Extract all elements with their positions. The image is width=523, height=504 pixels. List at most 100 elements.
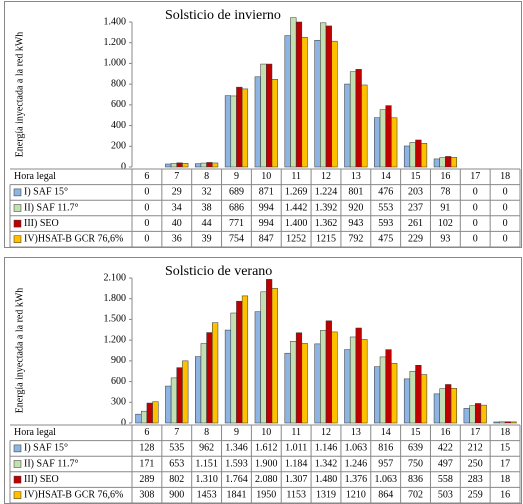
bar	[212, 322, 219, 424]
data-label: 91	[440, 202, 450, 213]
bar	[325, 320, 332, 424]
bar	[182, 163, 189, 168]
bar	[165, 385, 172, 424]
data-label: 44	[202, 218, 212, 229]
y-tick-label: 1.500	[104, 314, 127, 325]
data-label: 792	[348, 233, 363, 244]
data-label: 1.400	[285, 218, 308, 229]
data-label: 871	[259, 187, 274, 198]
bar	[230, 312, 237, 424]
data-label: 289	[139, 474, 154, 485]
bar	[439, 388, 446, 424]
data-label: 1215	[316, 233, 336, 244]
bar	[409, 142, 416, 168]
data-label: 1.764	[225, 474, 248, 485]
y-tick-label: 1.400	[104, 16, 127, 27]
bar	[241, 295, 249, 424]
legend-key	[13, 475, 22, 484]
bar	[355, 327, 362, 424]
data-label: 847	[259, 233, 274, 244]
bar	[170, 163, 178, 168]
data-label: 553	[378, 202, 393, 213]
bar	[224, 329, 232, 424]
bar	[409, 370, 416, 424]
bar	[469, 405, 476, 424]
data-label: 497	[438, 458, 453, 469]
data-label: 0	[144, 218, 149, 229]
y-tick-label: 1.200	[104, 334, 127, 345]
data-label: 900	[169, 489, 184, 500]
x-tick-label: 9	[234, 427, 239, 438]
bar	[403, 145, 411, 168]
data-label: 1950	[256, 489, 276, 500]
data-label: 171	[139, 458, 154, 469]
data-label: 1.151	[195, 458, 218, 469]
bar	[314, 39, 321, 168]
bar	[266, 279, 273, 424]
x-tick-label: 15	[411, 427, 421, 438]
legend-key	[13, 444, 22, 453]
legend-key	[13, 219, 22, 228]
data-label: 0	[144, 233, 149, 244]
data-label: 1.392	[315, 202, 338, 213]
legend-label: IV)HSAT-B GCR 76,6%	[24, 489, 123, 500]
bar	[200, 343, 207, 424]
data-label: 1.224	[315, 187, 338, 198]
chart-title: Solsticio de invierno	[165, 8, 281, 23]
bar	[182, 360, 189, 424]
bar	[433, 393, 440, 424]
bar	[349, 336, 357, 424]
bar	[254, 76, 261, 168]
legend-key	[13, 491, 22, 499]
bar	[314, 343, 321, 424]
data-label: 1.307	[285, 474, 308, 485]
bar	[295, 332, 303, 424]
bar	[135, 413, 142, 424]
data-label: 102	[438, 218, 453, 229]
data-label: 18	[500, 474, 510, 485]
data-label: 1.342	[315, 458, 338, 469]
data-label: 1210	[346, 489, 366, 500]
data-label: 943	[348, 218, 363, 229]
data-label: 1.612	[255, 443, 278, 454]
data-label: 1153	[286, 489, 306, 500]
legend-label: I) SAF 15°	[24, 443, 68, 454]
x-tick-label: 12	[321, 427, 331, 438]
bar	[206, 162, 213, 168]
bar	[415, 365, 422, 424]
bar	[344, 349, 351, 424]
bar	[420, 143, 428, 168]
data-label: 93	[440, 233, 450, 244]
data-label: 38	[202, 202, 212, 213]
bar	[290, 340, 297, 424]
data-label: 1.593	[225, 458, 248, 469]
y-tick-label: 1.200	[104, 37, 127, 48]
x-tick-label: 17	[470, 171, 480, 182]
data-label: 754	[229, 233, 244, 244]
bar	[433, 158, 440, 168]
data-label: 422	[438, 443, 453, 454]
legend-label: IV)HSAT-B GCR 76,6%	[24, 233, 123, 244]
bar	[260, 291, 267, 424]
bar	[152, 401, 159, 424]
x-tick-label: 13	[351, 427, 361, 438]
data-label: 0	[144, 202, 149, 213]
data-label: 1252	[286, 233, 306, 244]
legend-label: II) SAF 11.7°	[24, 202, 78, 213]
data-label: 771	[229, 218, 244, 229]
x-tick-label: 11	[291, 427, 301, 438]
legend-key	[13, 204, 22, 212]
table-header: Hora legal	[14, 427, 56, 438]
data-label: 0	[503, 202, 508, 213]
data-label: 920	[348, 202, 363, 213]
x-tick-label: 7	[174, 171, 179, 182]
x-tick-label: 9	[234, 171, 239, 182]
data-label: 78	[440, 187, 450, 198]
bar	[463, 408, 470, 424]
data-label: 15	[500, 443, 510, 454]
bar	[176, 162, 183, 168]
x-tick-label: 7	[174, 427, 179, 438]
data-label: 475	[378, 233, 393, 244]
bar	[176, 367, 183, 424]
y-tick-label: 900	[111, 355, 126, 366]
